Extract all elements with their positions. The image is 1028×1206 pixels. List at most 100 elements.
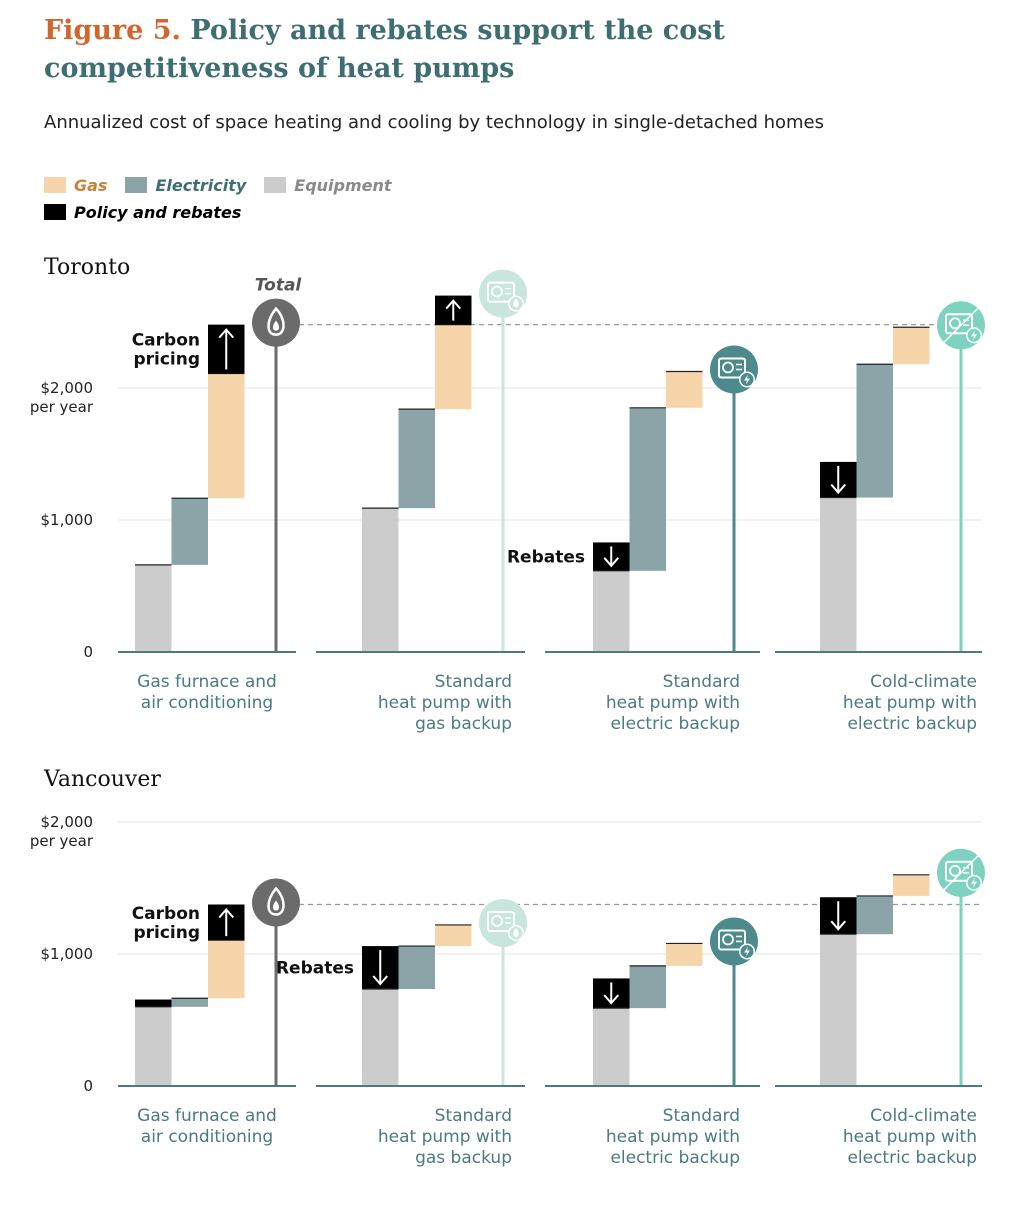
figure-title: Figure 5. Policy and rebates support the… (44, 12, 944, 88)
y-tick-label: 0 (83, 643, 93, 661)
unit-box (718, 929, 746, 951)
arrow-head (218, 907, 235, 919)
flame-outer (267, 886, 285, 916)
badge-flame (513, 927, 519, 937)
bar-electricity (856, 364, 893, 498)
category-label: gas backup (415, 714, 512, 734)
gas-flame-icon (252, 298, 300, 347)
badge-bolt (744, 946, 750, 957)
annotation-label: Carbon (132, 904, 200, 924)
legend-label-electricity: Electricity (155, 175, 247, 195)
arrow-head (218, 328, 235, 339)
flame-inner (273, 320, 279, 331)
figure-title-text: Policy and rebates support the cost comp… (44, 15, 725, 84)
category-label: Standard (663, 672, 740, 692)
bar-equipment (135, 1006, 172, 1086)
bar-gas (208, 373, 245, 499)
figure-number: Figure 5. (44, 15, 181, 46)
annotation-label: Rebates (507, 548, 585, 568)
category-label: air conditioning (141, 693, 273, 713)
bar-gas (893, 327, 930, 365)
bar-equipment (593, 570, 630, 652)
bar-electricity (171, 998, 208, 1007)
legend-item-policy: Policy and rebates (44, 203, 241, 222)
legend-item-gas: Gas (44, 176, 107, 195)
y-tick-label: $2,000 (41, 813, 94, 831)
y-tick-label: $1,000 (41, 511, 94, 529)
legend-row: Policy and rebates (44, 201, 410, 223)
annotation-label: pricing (133, 350, 200, 370)
legend-swatch-policy (44, 204, 66, 220)
category-label: heat pump with (843, 693, 977, 713)
category-label: heat pump with (378, 1127, 512, 1147)
category-label: Gas furnace and (137, 1106, 277, 1126)
category-label: Standard (663, 1106, 740, 1126)
fan (491, 915, 503, 927)
arrow-head (603, 994, 620, 1005)
legend-swatch-electricity (125, 177, 148, 193)
fan (949, 864, 961, 877)
category-label: gas backup (415, 1148, 512, 1168)
slash (942, 854, 980, 892)
bar-gas (435, 324, 472, 410)
bar-policy (135, 999, 172, 1007)
category-label: air conditioning (141, 1127, 273, 1147)
category-label: electric backup (610, 1148, 740, 1168)
fan (949, 317, 961, 330)
annotation-label: Carbon (132, 331, 200, 351)
y-tick-label: $1,000 (41, 945, 94, 963)
category-label: heat pump with (843, 1127, 977, 1147)
badge-bolt (744, 374, 750, 385)
bar-gas (208, 940, 245, 999)
legend-item-electricity: Electricity (125, 176, 246, 195)
bar-gas (666, 943, 703, 966)
unit-box (718, 357, 746, 379)
unit-box (487, 281, 515, 303)
legend-label-equipment: Equipment (294, 175, 392, 195)
legend-row: Gas Electricity Equipment (44, 174, 410, 196)
bar-equipment (820, 934, 857, 1086)
bar-gas (666, 371, 703, 408)
heat-pump-electric-backup-icon (710, 917, 758, 966)
heat-pump-gas-backup-icon (479, 898, 527, 947)
arrow-head (372, 975, 389, 986)
annotation-label: pricing (133, 923, 200, 943)
legend-swatch-gas (44, 177, 66, 193)
y-axis-unit-label: per year (30, 832, 94, 850)
legend-label-policy: Policy and rebates (74, 202, 242, 222)
annotation-label: Rebates (276, 959, 354, 979)
legend-label-gas: Gas (74, 175, 108, 195)
bar-equipment (593, 1008, 630, 1086)
legend-item-equipment: Equipment (264, 175, 392, 195)
chart-subtitle: Annualized cost of space heating and coo… (44, 112, 825, 133)
total-label: Total (255, 276, 303, 296)
bar-equipment (135, 564, 172, 652)
y-tick-label: 0 (83, 1077, 93, 1095)
arrow-head (603, 557, 620, 568)
badge-bolt (971, 877, 977, 888)
category-label: heat pump with (606, 693, 740, 713)
bar-electricity (629, 407, 666, 571)
bar-gas (893, 874, 930, 896)
category-label: Standard (435, 672, 512, 692)
flame-inner (273, 900, 279, 911)
bar-equipment (362, 988, 399, 1086)
bar-gas (435, 924, 472, 947)
category-label: Standard (435, 1106, 512, 1126)
heat-pump-gas-backup-icon (479, 269, 527, 318)
arrow-head (830, 920, 847, 931)
fan (491, 285, 503, 298)
y-tick-label: $2,000 (41, 379, 94, 397)
heat-pump-electric-backup-icon (710, 345, 758, 394)
bar-electricity (398, 946, 435, 989)
y-axis-unit-label: per year (30, 398, 94, 416)
unit-box (945, 313, 973, 335)
category-label: electric backup (847, 714, 977, 734)
unit-box (487, 910, 515, 932)
gas-flame-icon (252, 878, 300, 927)
panel-title: Vancouver (43, 767, 161, 792)
legend: Gas Electricity Equipment Policy and reb… (44, 174, 410, 228)
bar-electricity (856, 895, 893, 935)
